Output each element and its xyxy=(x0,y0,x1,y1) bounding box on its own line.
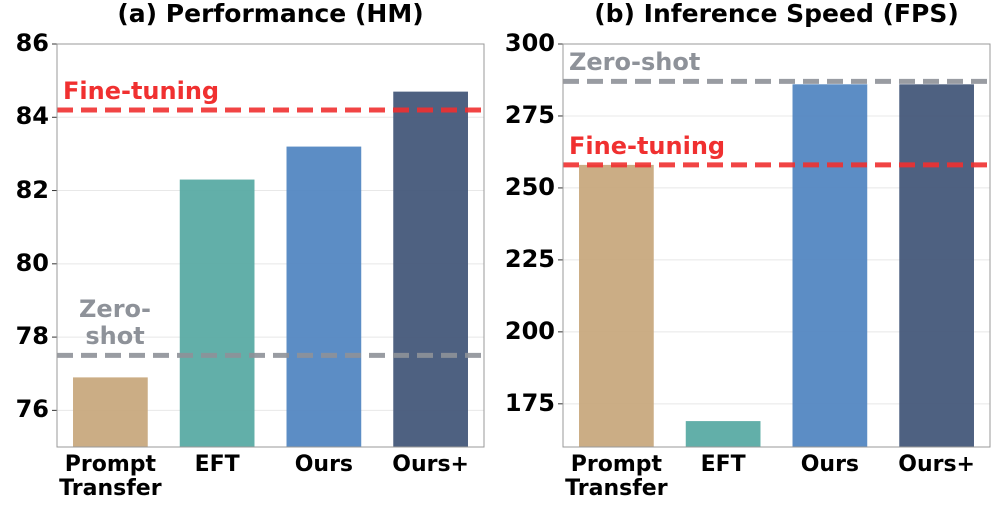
bar xyxy=(393,91,468,448)
plot-frame xyxy=(562,43,991,448)
x-tick-label: Prompt Transfer xyxy=(565,452,668,502)
x-tick-label: EFT xyxy=(194,452,240,477)
y-tick-label: 78 xyxy=(15,322,49,351)
bar xyxy=(73,377,148,447)
x-tick-label: Ours xyxy=(294,452,354,477)
x-tick-label: Prompt Transfer xyxy=(59,452,162,502)
y-tick-label: 275 xyxy=(504,100,555,129)
bar xyxy=(685,421,761,447)
x-tick-label: Ours xyxy=(800,452,860,477)
reference-label: Fine-tuning xyxy=(569,131,726,160)
x-tick-label: EFT xyxy=(700,452,746,477)
bar xyxy=(792,84,868,448)
x-tick-label: Ours+ xyxy=(898,452,975,477)
chart-title: (b) Inference Speed (FPS) xyxy=(594,0,959,28)
plot-frame xyxy=(56,43,485,448)
y-tick-label: 84 xyxy=(15,102,49,131)
bar xyxy=(579,164,654,447)
bar xyxy=(179,179,255,447)
chart-title: (a) Performance (HM) xyxy=(117,0,424,28)
bar xyxy=(899,84,974,448)
reference-label: Fine-tuning xyxy=(63,76,220,105)
reference-label: Zero-shot xyxy=(79,295,151,350)
reference-label: Zero-shot xyxy=(569,48,701,77)
y-tick-label: 76 xyxy=(15,395,49,424)
y-tick-label: 80 xyxy=(15,248,49,277)
y-tick-label: 82 xyxy=(15,175,49,204)
x-tick-label: Ours+ xyxy=(392,452,469,477)
y-tick-label: 86 xyxy=(15,29,49,57)
y-tick-label: 300 xyxy=(504,29,555,57)
bar xyxy=(286,146,362,447)
y-tick-label: 225 xyxy=(504,244,555,273)
y-tick-label: 250 xyxy=(504,172,555,201)
y-tick-label: 175 xyxy=(504,388,555,417)
y-tick-label: 200 xyxy=(504,316,555,345)
